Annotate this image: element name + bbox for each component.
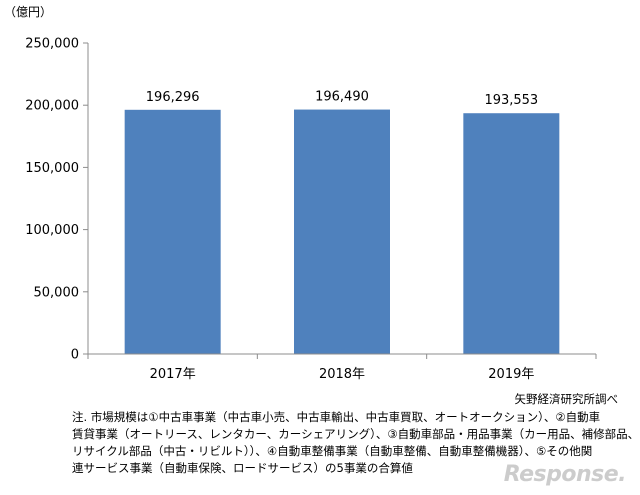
bars: 196,296 196,490 193,553 <box>124 90 560 355</box>
y-tick-label: 250,000 <box>25 37 79 52</box>
note: 注. 市場規模は①中古車事業（中古車小売、中古車輸出、中古車買取、オートオークシ… <box>72 409 640 477</box>
note-line: 賃貸事業（オートリース、レンタカー、カーシェアリング）、③自動車部品・用品事業（… <box>72 427 640 441</box>
note-line: 連サービス事業（自動車保険、ロードサービス）の5事業の合算値 <box>72 461 413 475</box>
x-tick-label: 2018年 <box>319 367 365 382</box>
note-line: リサイクル部品（中古・リビルト））、④自動車整備事業（自動車整備、自動車整備機器… <box>72 444 593 458</box>
bar-chart: （億円） 0 50,000 100,000 150,000 200,000 250,000… <box>4 5 597 382</box>
data-label: 193,553 <box>484 93 538 108</box>
y-tick-label: 50,000 <box>34 285 80 300</box>
y-tick-label: 100,000 <box>25 223 79 238</box>
note-line: 注. 市場規模は①中古車事業（中古車小売、中古車輸出、中古車買取、オートオークシ… <box>72 410 601 424</box>
x-tick-label: 2017年 <box>150 367 196 382</box>
x-axis: 2017年 2018年 2019年 <box>87 354 597 382</box>
x-tick-label: 2019年 <box>488 367 534 382</box>
watermark-logo: Response. <box>503 462 627 487</box>
bar <box>463 113 560 355</box>
bar <box>124 109 221 355</box>
source-text: 矢野経済研究所調べ <box>514 392 619 406</box>
y-tick-label: 150,000 <box>25 161 79 176</box>
y-axis: 0 50,000 100,000 150,000 200,000 250,000 <box>25 37 88 363</box>
unit-label: （億円） <box>4 5 52 19</box>
data-label: 196,490 <box>315 90 369 105</box>
axes <box>87 43 596 355</box>
y-tick-label: 200,000 <box>25 99 79 114</box>
bar <box>294 109 390 354</box>
y-tick-label: 0 <box>71 348 79 363</box>
data-label: 196,296 <box>146 90 200 105</box>
